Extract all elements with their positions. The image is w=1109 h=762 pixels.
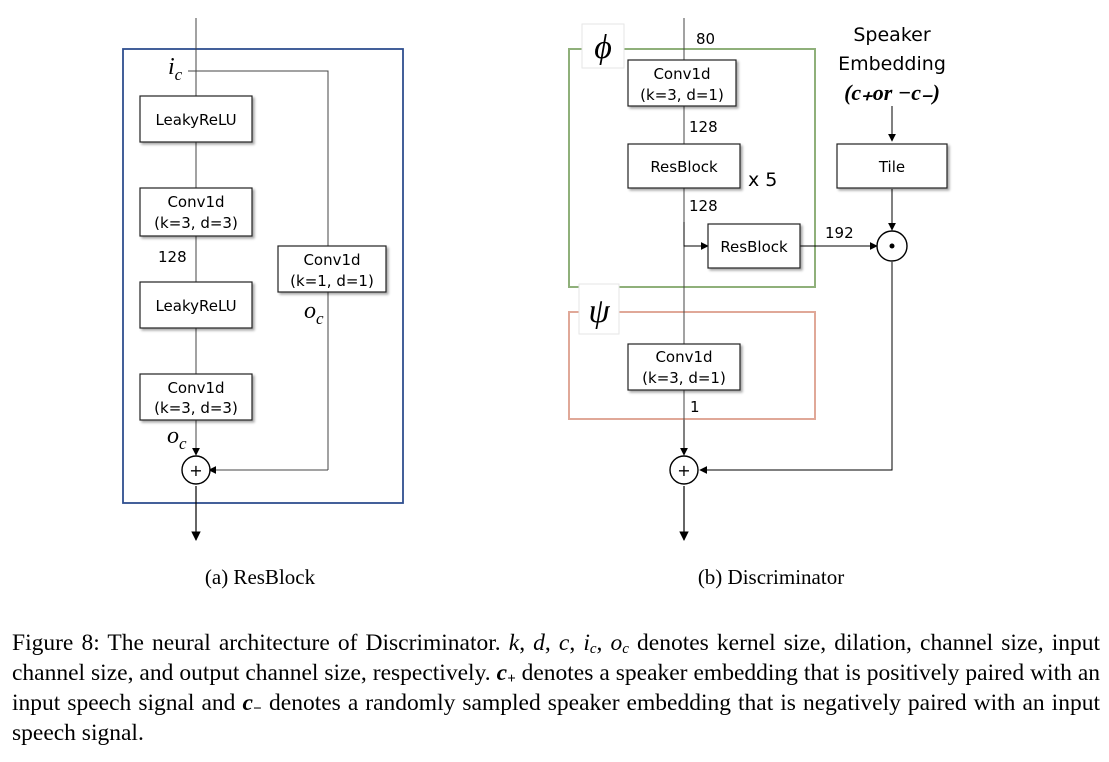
disc-conv1d-psi-line2: (k=3, d=1) <box>642 369 726 387</box>
caption-cplus-main: c <box>496 660 508 686</box>
disc-add-node <box>669 455 699 485</box>
caption-k: k <box>508 630 520 656</box>
resblock-conv1d-2 <box>139 373 253 421</box>
caption-cplus: c+ <box>496 660 516 687</box>
caption-cplus-sub: + <box>507 671 516 687</box>
resblock-output-label: oc <box>167 423 187 453</box>
speaker-embedding-line3: (c₊or −c₋) <box>844 80 940 105</box>
phi-label: ϕ <box>594 29 612 66</box>
phi-region <box>568 48 816 288</box>
disc-conv1d-psi-line1: Conv1d <box>655 348 712 366</box>
disc-resblock-stack <box>627 143 741 189</box>
resblock-skip-output-label: oc <box>304 298 324 328</box>
disc-conv1d-phi-line2: (k=3, d=1) <box>640 86 724 104</box>
disc-conv1d-phi-line1: Conv1d <box>653 65 710 83</box>
caption-cminus: c− <box>242 690 262 717</box>
resblock-skip-conv1d <box>277 245 387 293</box>
resblock-add-symbol: + <box>189 461 202 480</box>
tile-block <box>836 143 948 189</box>
caption-text-2: denotes kernel size, dilation, channel s… <box>12 630 1101 686</box>
disc-channel-128b: 128 <box>689 197 718 215</box>
figure-caption: Figure 8: The neural architecture of Dis… <box>12 628 1100 748</box>
resblock-conv1d-1-line2: (k=3, d=3) <box>154 214 238 232</box>
caption-text-3: denotes a speaker embedding that is posi… <box>12 660 1100 716</box>
resblock-input-label: ic <box>168 54 183 84</box>
caption-sep-2: , <box>544 630 559 656</box>
caption-sep-3: , <box>569 630 584 656</box>
psi-region <box>568 311 816 420</box>
resblock-conv1d-1 <box>139 187 253 237</box>
disc-channel-192: 192 <box>825 224 854 242</box>
caption-text-4: denotes a randomly sampled speaker embed… <box>12 690 1100 746</box>
resblock-skip-conv1d-line2: (k=1, d=1) <box>290 272 374 290</box>
disc-channel-1: 1 <box>690 398 700 416</box>
caption-oc-main: o <box>610 630 623 656</box>
caption-ic-sub: c <box>589 641 597 657</box>
resblock-conv1d-1-line1: Conv1d <box>167 193 224 211</box>
caption-sep-1: , <box>519 630 534 656</box>
disc-branch-line <box>683 222 695 247</box>
caption-cminus-main: c <box>242 690 253 716</box>
caption-cminus-sub: − <box>252 701 262 717</box>
speaker-embedding-line2: Embedding <box>838 53 946 75</box>
disc-channel-80: 80 <box>696 30 715 48</box>
disc-resblock-branch <box>707 223 801 269</box>
disc-resblock-stack-label: ResBlock <box>650 158 718 176</box>
resblock-conv1d-2-line1: Conv1d <box>167 379 224 397</box>
resblock-conv1d-2-line2: (k=3, d=3) <box>154 399 238 417</box>
disc-channel-128a: 128 <box>689 118 718 136</box>
discriminator-subcaption: (b) Discriminator <box>698 565 844 589</box>
speaker-embedding-line1: Speaker <box>853 24 930 46</box>
dot-to-add-line <box>715 262 893 471</box>
caption-oc-sub: c <box>622 641 629 657</box>
resblock-leaky-relu-1-label: LeakyReLU <box>155 111 236 129</box>
phi-label-box <box>581 23 625 69</box>
resblock-skip-path <box>188 70 329 470</box>
caption-c: c <box>558 630 570 656</box>
resblock-add-node <box>181 455 211 485</box>
tile-label: Tile <box>878 158 905 176</box>
disc-resblock-times5: x 5 <box>748 169 777 191</box>
psi-label-box <box>578 283 620 335</box>
caption-d: d <box>533 630 545 656</box>
resblock-panel: ic LeakyReLU Conv1d (k=3, d=3) 128 Leaky… <box>122 18 404 589</box>
resblock-leaky-relu-2 <box>139 281 253 329</box>
resblock-skip-conv1d-line1: Conv1d <box>303 251 360 269</box>
caption-oc: oc <box>610 630 629 657</box>
caption-ic-main: i <box>583 630 590 656</box>
caption-text-1: Figure 8: The neural architecture of Dis… <box>12 630 509 656</box>
disc-add-symbol: + <box>677 461 690 480</box>
discriminator-panel: ϕ ψ 80 Conv1d (k=3, d=1) 128 ResBlock x … <box>568 18 948 589</box>
caption-sep-4: , <box>596 630 611 656</box>
caption-ic: ic <box>583 630 597 657</box>
disc-conv1d-phi <box>627 59 737 107</box>
inner-product-dot <box>889 243 895 249</box>
disc-resblock-branch-label: ResBlock <box>720 238 788 256</box>
resblock-leaky-relu-1 <box>139 95 253 143</box>
resblock-channel-128: 128 <box>158 248 187 266</box>
resblock-subcaption: (a) ResBlock <box>205 565 316 589</box>
psi-label: ψ <box>588 293 610 330</box>
resblock-leaky-relu-2-label: LeakyReLU <box>155 297 236 315</box>
resblock-border <box>122 48 404 504</box>
disc-conv1d-psi <box>627 343 741 391</box>
